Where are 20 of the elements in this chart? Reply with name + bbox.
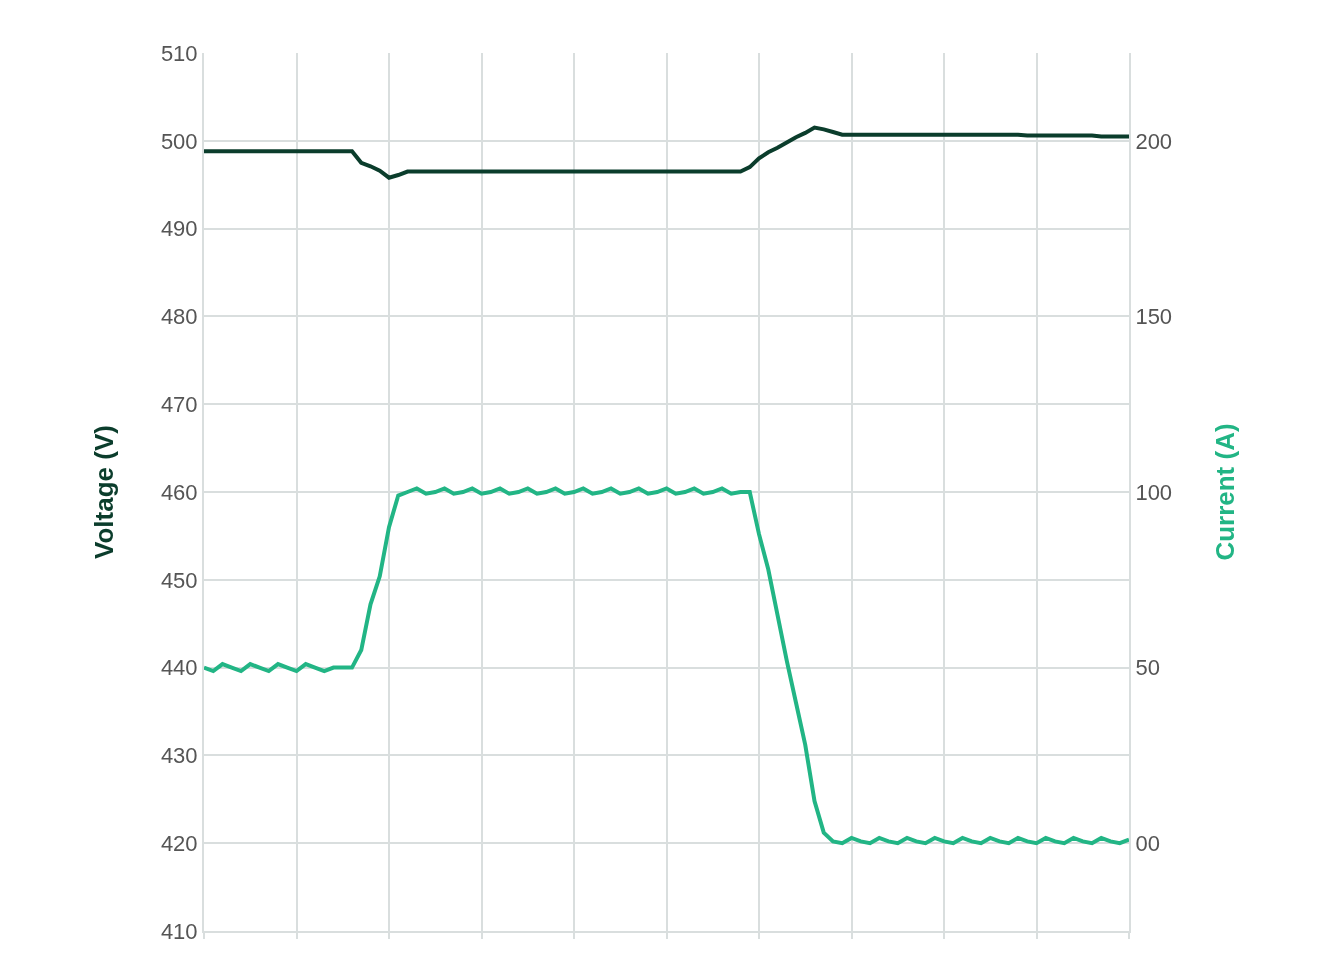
y-tick-label: 510 [160, 40, 198, 66]
y-tick-label: 500 [160, 128, 198, 154]
y-tick-label: 410 [160, 918, 198, 944]
y-tick-label: 470 [160, 391, 198, 417]
y-axis-title: Voltage (V) [88, 425, 119, 559]
y2-tick-label: 00 [1135, 830, 1160, 856]
y2-tick-label: 100 [1135, 479, 1173, 505]
line-series [204, 125, 1129, 180]
line-series [204, 486, 1129, 846]
y-tick-label: 480 [160, 304, 198, 330]
y-tick-label: 490 [160, 216, 198, 242]
y2-axis-title: Current (A) [1210, 423, 1241, 561]
y-tick-label: 440 [160, 655, 198, 681]
y2-tick-label: 150 [1135, 304, 1173, 330]
y-tick-label: 430 [160, 743, 198, 769]
y-tick-label: 460 [160, 479, 198, 505]
y-tick-label: 450 [160, 567, 198, 593]
y2-tick-label: 50 [1135, 655, 1160, 681]
y-tick-label: 420 [160, 830, 198, 856]
y2-tick-label: 200 [1135, 128, 1173, 154]
